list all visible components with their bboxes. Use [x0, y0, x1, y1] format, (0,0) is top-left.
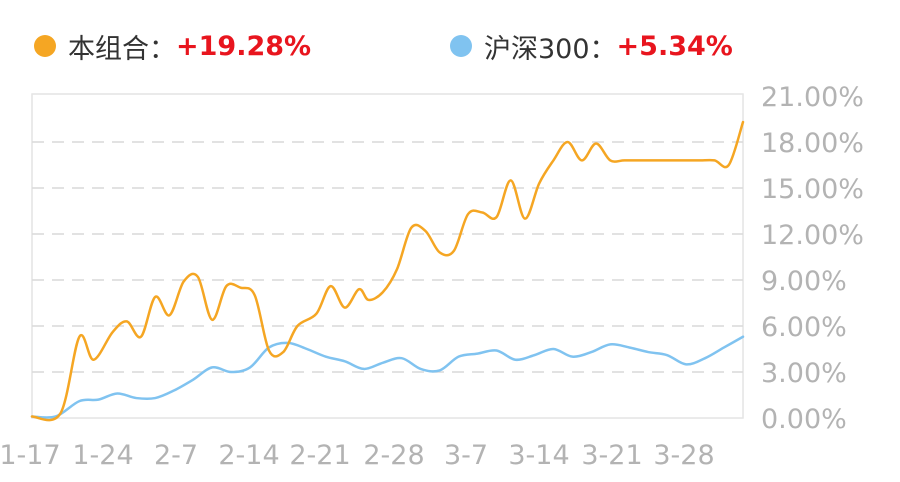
- series-lines: [30, 120, 745, 422]
- y-tick-label: 9.00%: [761, 266, 847, 297]
- x-tick-label: 2-14: [218, 440, 279, 471]
- x-tick-label: 2-28: [363, 440, 424, 471]
- legend-label-portfolio: 本组合: [68, 33, 149, 65]
- legend-sep-portfolio: ：: [149, 33, 176, 65]
- y-tick-label: 6.00%: [761, 312, 847, 343]
- y-tick-label: 21.00%: [761, 82, 864, 113]
- x-tick-label: 3-28: [653, 440, 714, 471]
- y-tick-label: 0.00%: [761, 404, 847, 435]
- legend: 本组合： +19.28% 沪深300： +5.34%: [0, 26, 900, 66]
- y-tick-label: 3.00%: [761, 358, 847, 389]
- legend-dot-csi300: [450, 35, 472, 57]
- plot-frame: [31, 93, 744, 419]
- x-axis-ticks: 1-17 1-24 2-7 2-14 2-21 2-28 3-7 3-14 3-21 3-28: [0, 440, 715, 471]
- legend-value-csi300: +5.34%: [616, 30, 733, 62]
- legend-label-csi300: 沪深300: [484, 33, 590, 65]
- series-line-csi300: [30, 335, 745, 419]
- legend-value-portfolio: +19.28%: [176, 30, 312, 62]
- legend-item-portfolio[interactable]: 本组合： +19.28%: [34, 26, 311, 66]
- x-tick-label: 3-21: [581, 440, 642, 471]
- x-tick-label: 1-24: [72, 440, 133, 471]
- x-tick-label: 2-7: [154, 440, 198, 471]
- x-tick-label: 1-17: [0, 440, 61, 471]
- y-axis-ticks: 0.00% 3.00% 6.00% 9.00% 12.00% 15.00% 18.00% 21…: [761, 82, 864, 435]
- x-tick-label: 2-21: [289, 440, 350, 471]
- y-tick-label: 15.00%: [761, 174, 864, 205]
- x-tick-label: 3-7: [444, 440, 488, 471]
- x-tick-label: 3-14: [508, 440, 569, 471]
- y-tick-label: 12.00%: [761, 220, 864, 251]
- series-line-portfolio: [30, 120, 745, 422]
- legend-sep-csi300: ：: [589, 33, 617, 65]
- legend-item-csi300[interactable]: 沪深300： +5.34%: [450, 26, 733, 66]
- y-tick-label: 18.00%: [761, 128, 864, 159]
- legend-dot-portfolio: [34, 35, 56, 57]
